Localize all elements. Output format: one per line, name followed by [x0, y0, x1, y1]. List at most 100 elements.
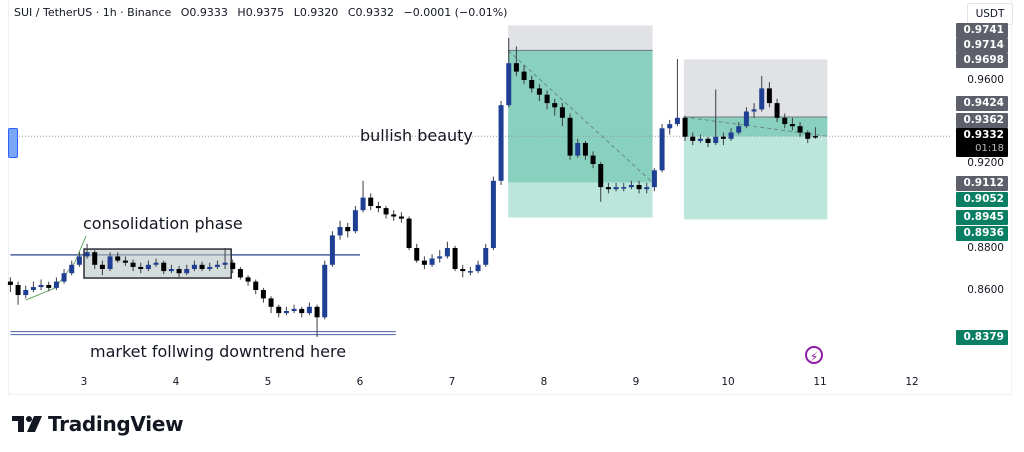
candle-body [644, 187, 650, 190]
price-axis-label: 0.8800 [967, 242, 1004, 254]
candle-body [69, 264, 75, 274]
candle-body [575, 143, 581, 156]
candle-body [444, 248, 450, 257]
candle-body [682, 117, 688, 137]
candle-body [628, 185, 634, 188]
bar-countdown: 01:18 [975, 143, 1004, 154]
price-axis-label: 0.8936 [956, 226, 1008, 241]
candle-body [214, 264, 220, 267]
candle-body [130, 262, 136, 267]
candle-body [529, 80, 535, 89]
candle-body [774, 103, 780, 118]
candle-body [161, 262, 167, 272]
candle-body [766, 88, 772, 104]
time-axis-tick: 7 [448, 376, 456, 388]
annotation-bullish[interactable]: bullish beauty [360, 126, 473, 145]
candle-body [728, 132, 734, 139]
ohlc-low: L0.9320 [293, 6, 339, 19]
candle-body [521, 71, 527, 80]
time-axis-tick: 5 [264, 376, 272, 388]
price-axis-label: 0.8945 [956, 210, 1008, 225]
brand-name: TradingView [48, 412, 184, 436]
price-axis-label: 0.9112 [956, 176, 1008, 191]
short-position-path-line [683, 116, 828, 137]
candle-body [559, 107, 565, 118]
candle-body [429, 258, 435, 265]
annotation-consolidation[interactable]: consolidation phase [83, 214, 243, 233]
price-axis-label: 0.9698 [956, 53, 1008, 68]
tradingview-logo-icon [12, 416, 42, 432]
time-axis-tick: 11 [813, 376, 827, 388]
candle-body [398, 216, 404, 219]
candle-body [467, 271, 473, 273]
drawing-handle[interactable] [8, 128, 18, 158]
tradingview-logo: TradingView [12, 412, 184, 436]
time-axis-tick: 9 [632, 376, 640, 388]
price-axis-label: 0.9741 [956, 23, 1008, 38]
candle-body [283, 311, 289, 314]
candle-body [383, 208, 389, 215]
annotation-downtrend[interactable]: market follwing downtrend here [90, 342, 347, 361]
candle-body [337, 227, 343, 236]
candle-body [92, 252, 98, 265]
candle-body [705, 138, 711, 143]
candle-body [789, 124, 795, 127]
price-axis-label: 0.9714 [956, 38, 1008, 53]
candle-body [53, 281, 59, 288]
candle-body [115, 256, 121, 261]
candle-body [421, 260, 427, 265]
candle-body [743, 111, 749, 127]
candle-body [23, 290, 29, 296]
candle-body [621, 187, 627, 189]
candle-body [751, 109, 757, 112]
candle-body [84, 252, 90, 257]
price-axis-label: 0.9200 [967, 157, 1004, 169]
candle-body [605, 187, 611, 190]
candle-body [38, 284, 44, 288]
candle-body [659, 128, 665, 171]
ohlc-high: H0.9375 [237, 6, 285, 19]
candle-body [299, 308, 305, 314]
ohlc-open: O0.9333 [180, 6, 228, 19]
candle-body [736, 126, 742, 133]
currency-unit-button[interactable]: USDT [967, 3, 1013, 25]
candle-body [536, 88, 542, 95]
price-axis-label: 0.8600 [967, 284, 1004, 296]
time-axis-tick: 10 [721, 376, 735, 388]
time-axis-tick: 4 [172, 376, 180, 388]
candle-body [782, 117, 788, 125]
lightning-icon[interactable]: ⚡ [805, 346, 823, 364]
time-axis-tick: 8 [540, 376, 548, 388]
candle-body [513, 63, 519, 72]
candle-body [498, 105, 504, 181]
trend-line [25, 235, 87, 301]
time-axis-tick: 6 [356, 376, 364, 388]
candle-body [30, 287, 36, 290]
candle-body [713, 136, 719, 143]
candle-body [506, 63, 512, 106]
candle-body [368, 197, 374, 206]
candle-body [306, 306, 312, 314]
candle-body [138, 266, 144, 269]
candle-body [598, 164, 604, 188]
candle-body [797, 126, 803, 133]
candle-body [15, 284, 21, 296]
chart-panel[interactable] [8, 0, 1012, 395]
price-axis-label: 0.8379 [956, 330, 1008, 345]
candle-body [483, 248, 489, 265]
short-position-path-line [507, 50, 653, 183]
time-axis-tick: 12 [905, 376, 919, 388]
candle-body [490, 180, 496, 248]
candle-body [314, 306, 320, 318]
candle-body [329, 235, 335, 265]
candle-body [475, 264, 481, 272]
price-axis-label: 0.9424 [956, 96, 1008, 111]
candle-body [414, 248, 420, 261]
candle-body [674, 117, 680, 125]
price-axis-label: 0.9600 [967, 74, 1004, 86]
candle-body [437, 256, 443, 259]
candle-body [7, 281, 13, 285]
candle-body [253, 281, 259, 290]
symbol-title[interactable]: SUI / TetherUS · 1h · Binance [14, 6, 172, 19]
